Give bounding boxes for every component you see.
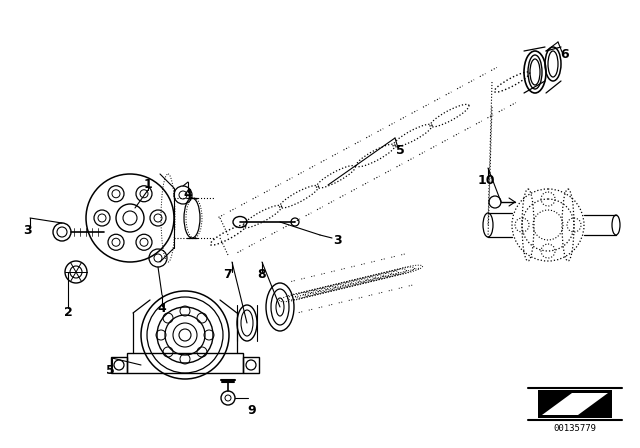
Text: 1: 1	[143, 178, 152, 191]
Text: 9: 9	[248, 404, 256, 417]
Text: 4: 4	[184, 188, 193, 201]
Text: 5: 5	[106, 363, 115, 376]
Text: 3: 3	[24, 224, 32, 237]
Bar	[538, 390, 612, 418]
Text: 3: 3	[333, 233, 342, 246]
Text: 7: 7	[223, 267, 232, 280]
Text: 4: 4	[157, 302, 166, 314]
Text: 00135779: 00135779	[554, 424, 596, 433]
Polygon shape	[542, 393, 608, 415]
Text: 10: 10	[477, 173, 495, 186]
Text: 8: 8	[258, 267, 266, 280]
Circle shape	[53, 223, 71, 241]
Text: 5: 5	[396, 143, 404, 156]
Text: 2: 2	[63, 306, 72, 319]
Text: 6: 6	[561, 47, 570, 60]
